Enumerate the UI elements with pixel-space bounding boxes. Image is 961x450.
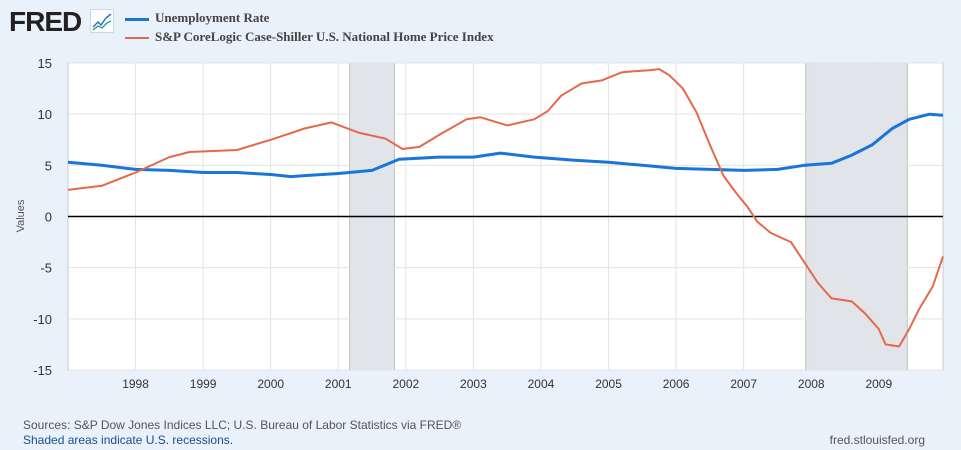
y-tick-label: 5	[45, 158, 52, 173]
x-tick-label: 2008	[798, 377, 825, 391]
legend-item-home-price: S&P CoreLogic Case-Shiller U.S. National…	[125, 29, 494, 45]
y-tick-label: -5	[40, 261, 52, 276]
x-tick-label: 2002	[392, 377, 419, 391]
legend-swatch	[125, 17, 149, 21]
x-tick-label: 1999	[190, 377, 217, 391]
series-line-home-price	[67, 68, 944, 348]
fred-logo[interactable]: FRED	[9, 6, 82, 37]
legend-swatch	[125, 37, 149, 40]
legend-label: S&P CoreLogic Case-Shiller U.S. National…	[155, 29, 494, 44]
site-link[interactable]: fred.stlouisfed.org	[829, 433, 925, 447]
x-tick-label: 2007	[730, 377, 757, 391]
recession-note[interactable]: Shaded areas indicate U.S. recessions.	[23, 433, 234, 447]
x-tick-label: 2009	[865, 377, 892, 391]
x-tick-label: 2005	[595, 377, 622, 391]
y-tick-label: 15	[38, 56, 52, 71]
y-axis-label: Values	[15, 199, 27, 232]
y-tick-label: 10	[38, 107, 52, 122]
y-tick-label: -10	[33, 312, 52, 327]
y-tick-label: -15	[33, 363, 52, 378]
x-tick-label: 2004	[528, 377, 555, 391]
x-tick-label: 2000	[257, 377, 284, 391]
y-tick-label: 0	[45, 210, 52, 225]
x-tick-label: 2003	[460, 377, 487, 391]
x-tick-label: 2001	[325, 377, 352, 391]
series-line-unemployment	[67, 112, 944, 179]
legend-item-unemployment: Unemployment Rate	[125, 10, 269, 26]
x-tick-label: 1998	[122, 377, 149, 391]
legend-label: Unemployment Rate	[155, 10, 270, 25]
sources-note: Sources: S&P Dow Jones Indices LLC; U.S.…	[23, 418, 462, 432]
chart-line-icon	[90, 9, 114, 33]
x-tick-label: 2006	[663, 377, 690, 391]
